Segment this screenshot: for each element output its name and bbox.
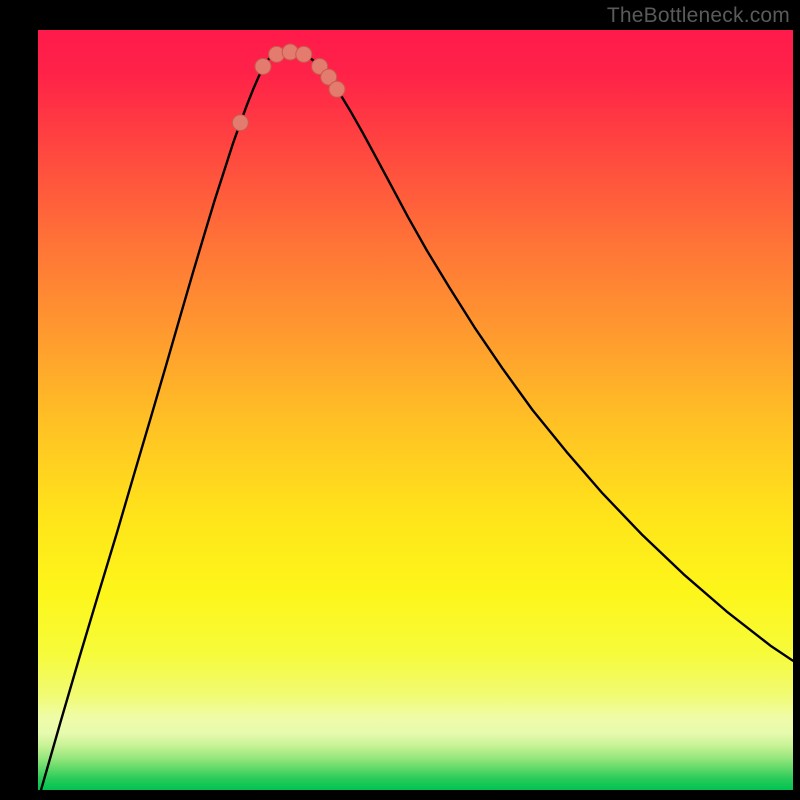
chart-frame: TheBottleneck.com xyxy=(0,0,800,800)
curve-marker xyxy=(296,46,312,62)
curve-marker xyxy=(329,81,345,97)
plot-area xyxy=(38,30,793,790)
chart-svg xyxy=(38,30,793,790)
watermark-text: TheBottleneck.com xyxy=(607,4,790,28)
curve-marker xyxy=(232,115,248,131)
curve-marker xyxy=(255,58,271,74)
plot-background xyxy=(38,30,793,790)
